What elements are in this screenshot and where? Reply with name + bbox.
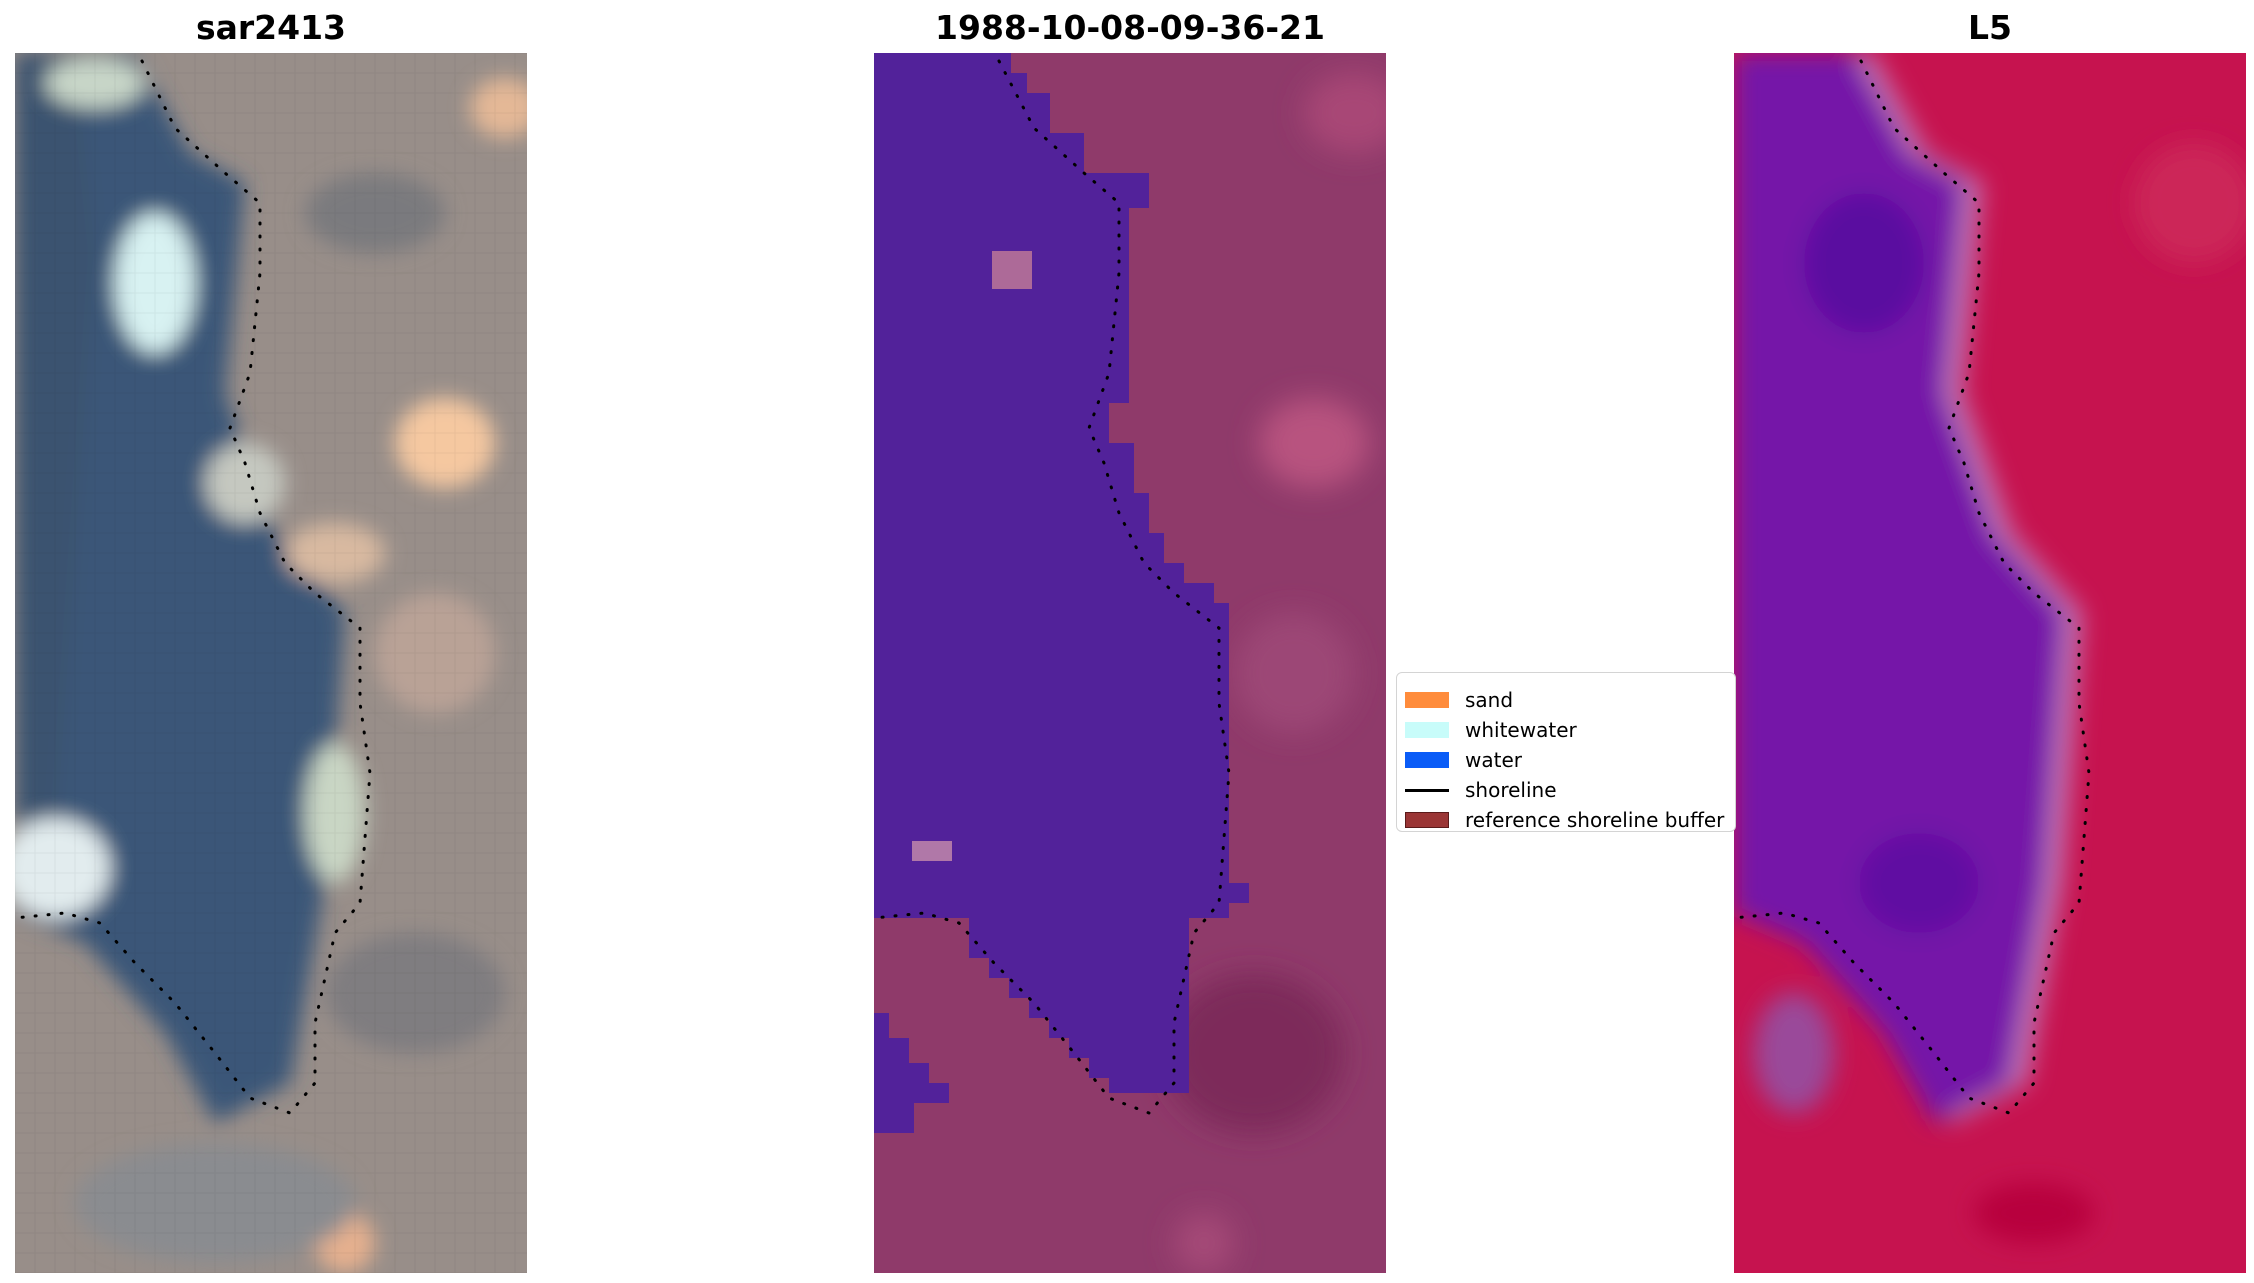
classified-water-region <box>874 53 1249 1093</box>
shoreline-line-icon <box>1405 788 1449 792</box>
legend: sand whitewater water shoreline referenc… <box>1396 672 1736 832</box>
reference-buffer-swatch <box>1405 812 1449 828</box>
shoreline-index <box>1734 59 2091 1115</box>
rgb-image-panel <box>15 53 527 1273</box>
shoreline-rgb <box>15 59 372 1115</box>
legend-item-sand: sand <box>1405 686 1513 714</box>
rgb-image <box>15 53 527 1273</box>
legend-label: reference shoreline buffer <box>1465 808 1725 832</box>
legend-item-reference-buffer: reference shoreline buffer <box>1405 806 1724 834</box>
panel-title-rgb: sar2413 <box>195 8 347 47</box>
legend-label: water <box>1465 748 1522 772</box>
classified-image-panel <box>874 53 1386 1273</box>
legend-item-water: water <box>1405 746 1522 774</box>
legend-item-whitewater: whitewater <box>1405 716 1577 744</box>
classified-image <box>874 53 1386 1273</box>
panel-title-index: L5 <box>1968 8 2012 47</box>
legend-label: whitewater <box>1465 718 1577 742</box>
legend-label: sand <box>1465 688 1514 712</box>
water-swatch <box>1405 752 1449 768</box>
sand-swatch <box>1405 692 1449 708</box>
legend-label: shoreline <box>1465 778 1557 802</box>
whitewater-swatch <box>1405 722 1449 738</box>
panel-title-classified: 1988-10-08-09-36-21 <box>935 8 1325 47</box>
legend-item-shoreline: shoreline <box>1405 776 1557 804</box>
index-image <box>1734 53 2246 1273</box>
index-image-panel <box>1734 53 2246 1273</box>
